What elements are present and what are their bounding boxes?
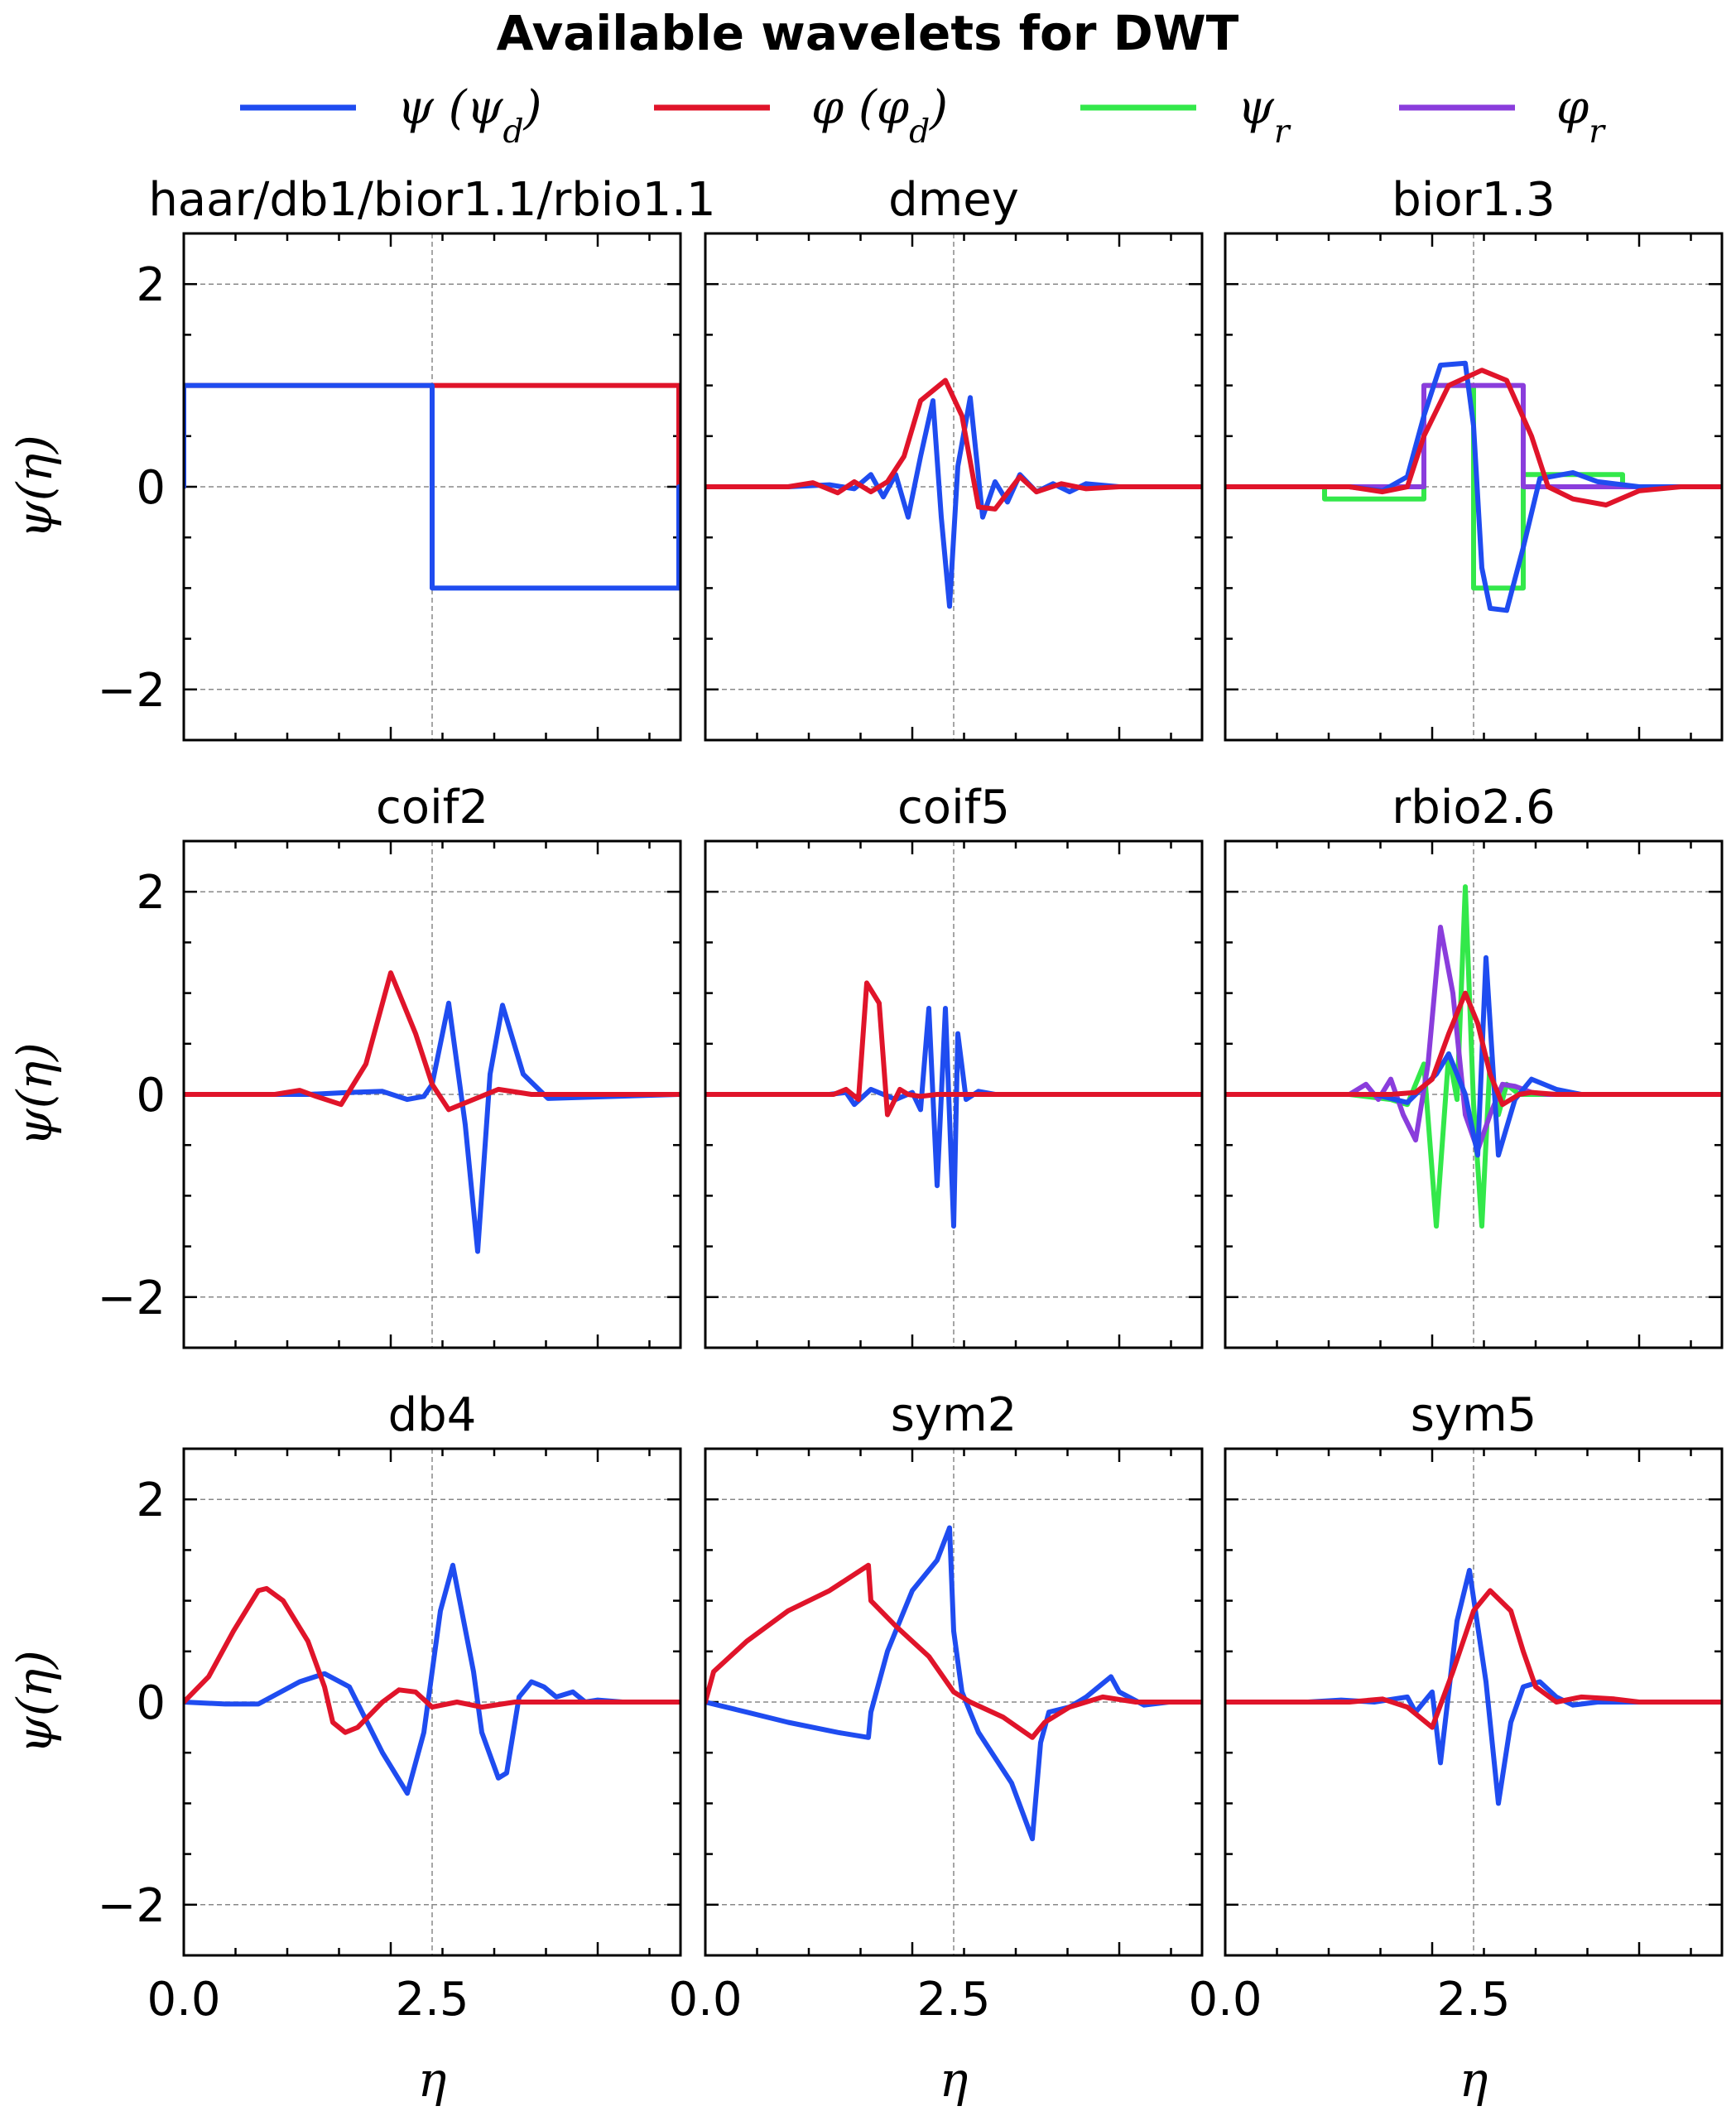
series-line-phi_d [1225, 1588, 1722, 1730]
panel-sym5: sym5 0.0 2.5 η [1188, 1388, 1724, 2108]
series-line-phi_d [705, 980, 1202, 1118]
plot-frame [1224, 839, 1724, 1349]
ytick-label: 0 [136, 461, 166, 515]
panel-title: coif5 [897, 781, 1010, 834]
ytick-label: 0 [136, 1676, 166, 1730]
ytick-label: 0 [136, 1069, 166, 1123]
panel-haar/db1/bior1.1/rbio1.1: haar/db1/bior1.1/rbio1.1 2 0 −2 ψ(η) [7, 173, 716, 742]
series-lines [184, 970, 680, 1254]
panel-title: coif2 [376, 781, 488, 834]
ytick-label: −2 [97, 1879, 166, 1933]
xtick-label: 0.0 [1188, 1973, 1262, 2027]
legend-item-phi_r: φr [1399, 81, 1606, 151]
panel-sym2: sym2 0.0 2.5 η [668, 1388, 1204, 2108]
series-line-psi_d [705, 1525, 1202, 1842]
xtick-label: 2.5 [1436, 1973, 1510, 2027]
series-lines [184, 382, 680, 591]
plot-frame [704, 232, 1204, 742]
series-line-phi_d [184, 970, 680, 1113]
plot-frame [182, 232, 682, 742]
series-line-psi_d [184, 1562, 680, 1796]
figure-title: Available wavelets for DWT [497, 5, 1239, 61]
panel-title: haar/db1/bior1.1/rbio1.1 [148, 173, 715, 227]
series-line-psi_d [705, 395, 1202, 609]
panel-coif5: coif5 [704, 781, 1204, 1349]
legend-item-phi_d: φ (φd) [654, 81, 948, 151]
series-line-psi_r [1225, 884, 1722, 1229]
xtick-label: 0.0 [147, 1973, 220, 2027]
plot-frame [704, 1447, 1204, 1957]
series-line-psi_d [1225, 1567, 1722, 1806]
series-line-psi_d [1225, 360, 1722, 613]
x-axis-label: η [940, 2051, 969, 2108]
x-axis-label: η [1459, 2051, 1488, 2108]
ytick-label: 2 [136, 866, 166, 920]
series-line-phi_d [1225, 368, 1722, 507]
panel-title: sym2 [891, 1388, 1017, 1442]
series-line-phi_d [1225, 990, 1722, 1108]
series-line-psi_d [184, 1000, 680, 1254]
plot-frame [182, 1447, 682, 1957]
xtick-label: 2.5 [916, 1973, 990, 2027]
series-line-psi_r [1225, 382, 1722, 591]
panel-rbio2.6: rbio2.6 [1224, 781, 1724, 1349]
ytick-label: −2 [97, 1272, 166, 1325]
series-line-psi_d [1225, 955, 1722, 1158]
series-lines [705, 377, 1202, 609]
panel-bior1.3: bior1.3 [1224, 173, 1724, 742]
series-line-phi_d [705, 1562, 1202, 1740]
panel-db4: db4 2 0 −2 ψ(η) 0.0 2.5 η [7, 1388, 682, 2108]
series-lines [1225, 360, 1722, 613]
y-axis-label: ψ(η) [7, 1042, 63, 1147]
panel-title: dmey [888, 173, 1019, 227]
legend: ψ (ψd) φ (φd) ψr φr [240, 81, 1606, 151]
legend-item-psi_r: ψr [1080, 81, 1291, 151]
series-lines [1225, 884, 1722, 1229]
series-lines [1225, 1567, 1722, 1806]
legend-label-psi_d: ψ (ψd) [397, 81, 541, 151]
series-line-psi_d [184, 382, 680, 591]
series-lines [705, 980, 1202, 1229]
panel-dmey: dmey [704, 173, 1204, 742]
panel-coif2: coif2 2 0 −2 ψ(η) [7, 781, 682, 1349]
plot-frame [182, 839, 682, 1349]
y-axis-label: ψ(η) [7, 435, 63, 539]
legend-item-psi_d: ψ (ψd) [240, 81, 541, 151]
series-lines [184, 1562, 680, 1796]
series-line-phi_d [184, 1585, 680, 1735]
plot-frame [1224, 232, 1724, 742]
plot-frame [704, 839, 1204, 1349]
legend-label-psi_r: ψr [1238, 81, 1291, 151]
x-axis-label: η [418, 2051, 447, 2108]
xtick-label: 0.0 [668, 1973, 742, 2027]
panel-title: sym5 [1411, 1388, 1537, 1442]
panel-title: db4 [388, 1388, 477, 1442]
plot-frame [1224, 1447, 1724, 1957]
series-lines [705, 1525, 1202, 1842]
ytick-label: 2 [136, 1474, 166, 1527]
panel-title: rbio2.6 [1392, 781, 1555, 834]
legend-label-phi_d: φ (φd) [811, 81, 948, 151]
panel-grid: haar/db1/bior1.1/rbio1.1 2 0 −2 ψ(η) dmey bior… [7, 173, 1724, 2108]
panel-title: bior1.3 [1392, 173, 1555, 227]
series-line-psi_d [705, 1006, 1202, 1229]
ytick-label: 2 [136, 258, 166, 312]
y-axis-label: ψ(η) [7, 1650, 63, 1754]
series-line-phi_d [705, 377, 1202, 512]
xtick-label: 2.5 [395, 1973, 469, 2027]
legend-label-phi_r: φr [1556, 81, 1606, 151]
ytick-label: −2 [97, 664, 166, 718]
